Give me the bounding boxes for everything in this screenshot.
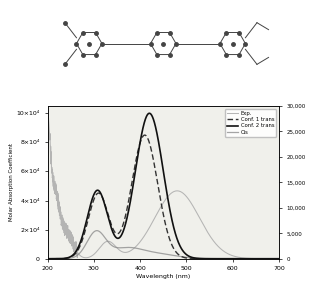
Conf. 1 trans [228, 257, 232, 260]
Line: Conf. 1 trans: Conf. 1 trans [48, 135, 279, 259]
Conf. 2 trans [158, 150, 162, 153]
Exp. [228, 253, 232, 256]
Legend: Exp., Conf. 1 trans, Conf. 2 trans, Cis: Exp., Conf. 1 trans, Conf. 2 trans, Cis [225, 109, 276, 137]
Cis [158, 251, 162, 255]
Conf. 2 trans [270, 257, 274, 260]
Conf. 2 trans [277, 257, 281, 260]
Line: Cis: Cis [48, 230, 279, 259]
Cis [277, 257, 281, 260]
Conf. 1 trans [152, 161, 156, 165]
Conf. 2 trans [270, 257, 274, 260]
Cis [46, 257, 49, 260]
Cis [228, 257, 232, 260]
Cis [57, 257, 61, 260]
Conf. 1 trans [158, 196, 162, 200]
Cis [270, 257, 274, 260]
Conf. 2 trans [152, 120, 156, 123]
Conf. 1 trans [46, 257, 49, 260]
Exp. [152, 218, 156, 221]
Exp. [57, 209, 61, 213]
Conf. 2 trans [147, 111, 151, 115]
Conf. 1 trans [277, 257, 281, 260]
Conf. 1 trans [270, 257, 274, 260]
Exp. [46, 107, 49, 111]
Exp. [270, 257, 274, 260]
Conf. 2 trans [228, 257, 232, 260]
Conf. 2 trans [46, 257, 49, 260]
Conf. 1 trans [143, 133, 147, 137]
X-axis label: Wavelength (nm): Wavelength (nm) [136, 274, 191, 279]
Conf. 2 trans [57, 257, 61, 260]
Exp. [277, 257, 281, 260]
Conf. 1 trans [57, 257, 61, 260]
Cis [152, 250, 156, 254]
Conf. 1 trans [270, 257, 274, 260]
Exp. [270, 257, 274, 260]
Exp. [158, 206, 162, 210]
Cis [95, 229, 99, 232]
Y-axis label: Molar Absorption Coefficient: Molar Absorption Coefficient [9, 143, 14, 221]
Cis [270, 257, 274, 260]
Line: Exp.: Exp. [48, 109, 279, 259]
Line: Conf. 2 trans: Conf. 2 trans [48, 113, 279, 259]
